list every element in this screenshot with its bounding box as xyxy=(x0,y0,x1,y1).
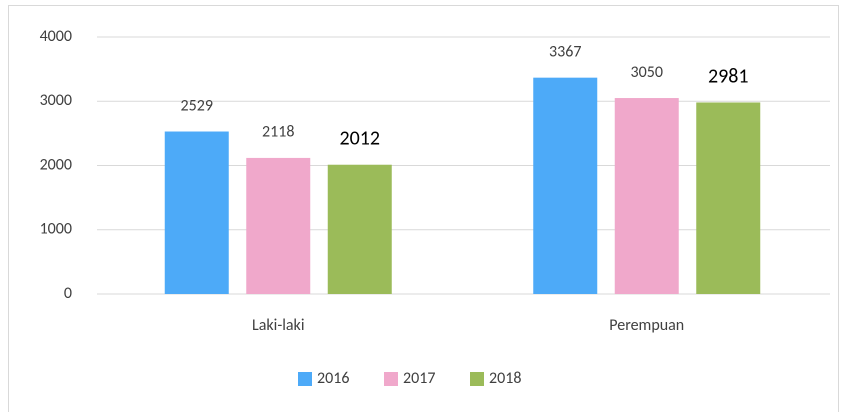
value-label: 2118 xyxy=(262,123,294,142)
value-label: 2981 xyxy=(708,64,749,88)
bar xyxy=(327,164,392,294)
value-label: 3367 xyxy=(549,42,581,61)
x-tick-label: Laki-laki xyxy=(252,316,305,335)
bar xyxy=(533,77,598,294)
bar xyxy=(614,98,679,294)
y-tick-label: 4000 xyxy=(40,27,72,46)
legend-swatch xyxy=(298,372,312,386)
legend-label: 2018 xyxy=(489,369,521,388)
x-tick-label: Perempuan xyxy=(609,316,684,335)
bar xyxy=(696,102,761,294)
value-label: 3050 xyxy=(631,63,663,82)
y-tick-label: 0 xyxy=(64,284,72,303)
legend-swatch xyxy=(470,372,484,386)
y-tick-label: 2000 xyxy=(40,155,72,174)
value-label: 2529 xyxy=(181,96,213,115)
y-tick-label: 1000 xyxy=(40,220,72,239)
legend-label: 2017 xyxy=(403,369,435,388)
value-label: 2012 xyxy=(339,127,380,151)
legend-swatch xyxy=(384,372,398,386)
bar xyxy=(164,131,229,294)
y-tick-label: 3000 xyxy=(40,91,72,110)
legend-label: 2016 xyxy=(317,369,349,388)
bar xyxy=(246,157,311,294)
